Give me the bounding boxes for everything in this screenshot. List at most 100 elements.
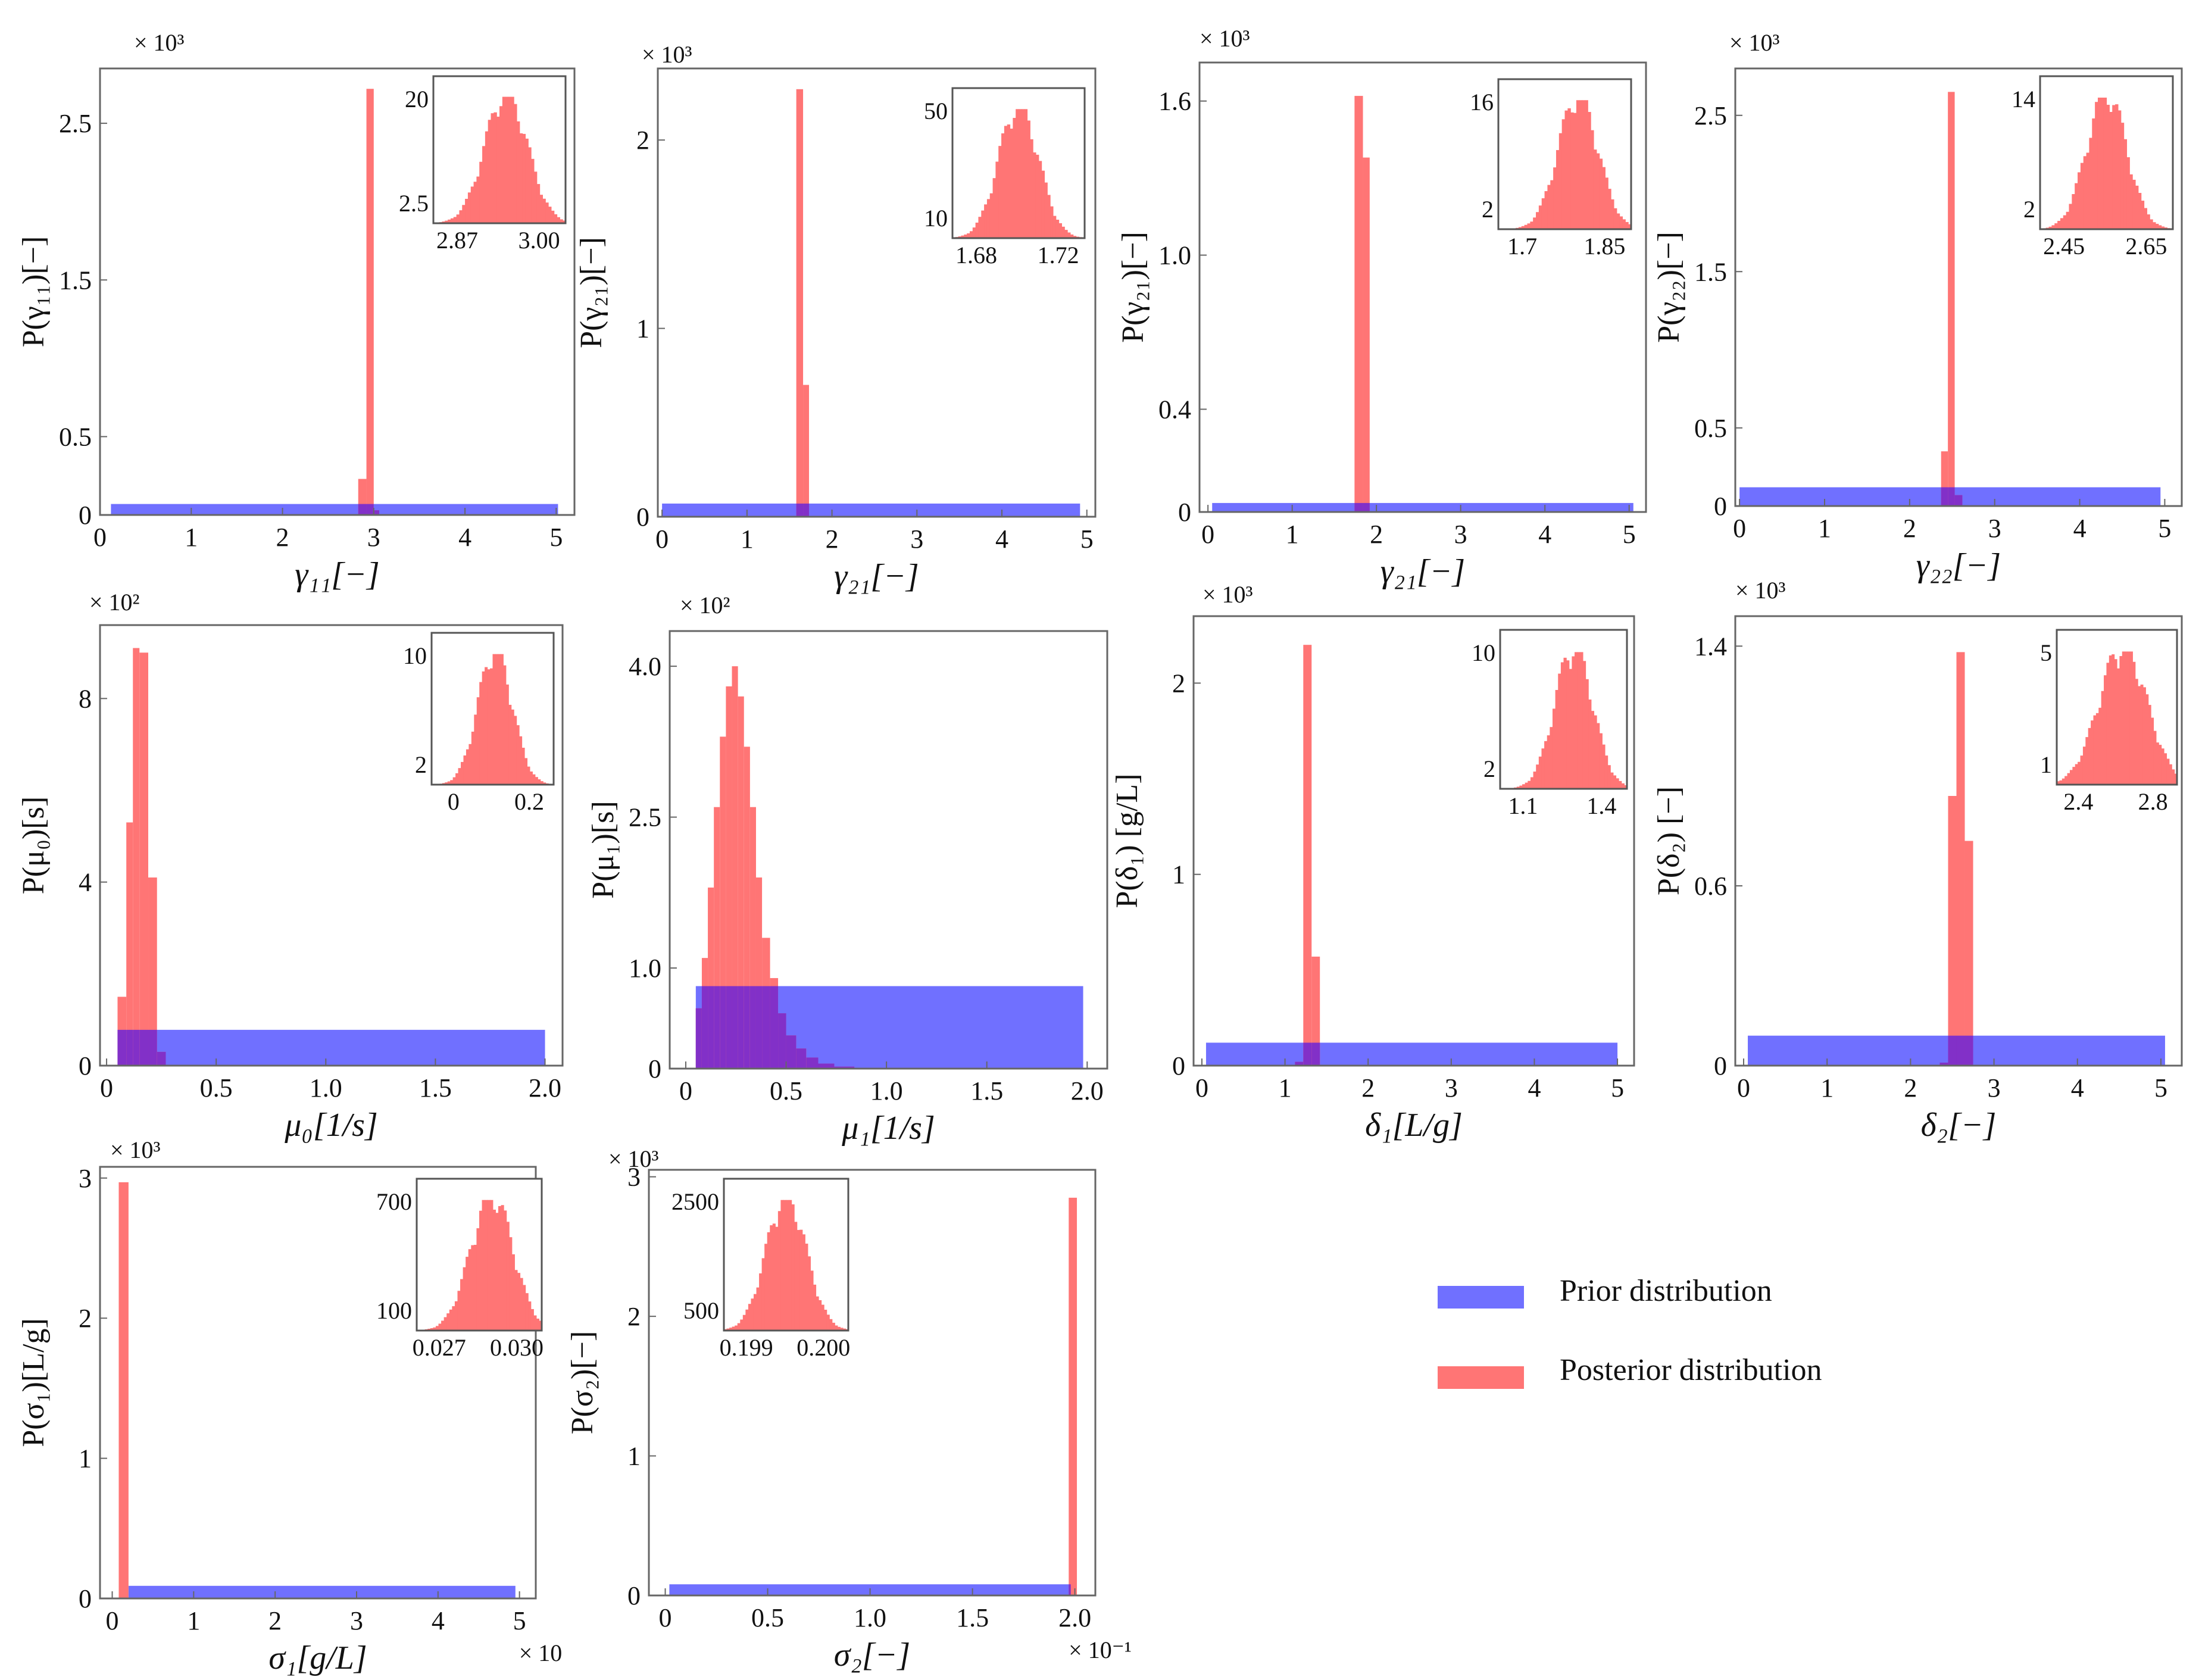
inset-bar: [525, 138, 529, 223]
x-tick-label: 2.0: [1058, 1603, 1091, 1632]
inset-bar: [802, 1234, 805, 1331]
y-tick-label: 2: [1172, 669, 1185, 698]
overlap-bar: [148, 1029, 157, 1066]
inset-bar: [2092, 118, 2095, 229]
inset-bar: [514, 716, 517, 785]
inset-bar: [972, 227, 976, 238]
inset-bar: [1572, 656, 1575, 789]
inset-bar: [531, 158, 535, 223]
inset-bar: [783, 1200, 787, 1331]
x-tick-label: 1.0: [854, 1603, 886, 1632]
panel-p9: 0 1 2 3 4 5 0 1 2 3 σ₁[g/L] P(σ₁)[L/g] × 10³ × 10 700 1…: [17, 1136, 562, 1676]
inset-bar: [2106, 105, 2110, 229]
y-tick-label: 3: [79, 1164, 92, 1193]
y-multiplier: × 10³: [134, 29, 185, 56]
inset-bar: [492, 1209, 496, 1331]
inset-bar: [458, 768, 461, 785]
inset-bar: [2161, 748, 2164, 785]
inset-bar: [482, 146, 486, 223]
x-axis-label: γ₂₁[−]: [834, 558, 919, 595]
x-tick-label: 4: [1538, 520, 1551, 549]
inset-bar: [548, 207, 552, 223]
inset-bar: [805, 1244, 808, 1331]
panel-p6: 0 0.5 1.0 1.5 2.0 0 1.0 2.5 4.0 μ₁[1/s] P(μ₁)[s] × …: [586, 592, 1108, 1147]
inset-bar: [508, 96, 511, 223]
y-axis-label: P(γ₂₂)[−]: [1652, 232, 1686, 343]
inset-bar: [557, 217, 560, 223]
inset-bar: [535, 777, 538, 785]
inset-bar: [2064, 776, 2068, 785]
inset-bar: [2174, 773, 2178, 785]
inset-bar: [786, 1200, 789, 1331]
inset-bar: [2069, 204, 2072, 229]
inset-bar: [1067, 232, 1071, 238]
overlap-bar: [157, 1051, 166, 1066]
overlap-bar: [358, 504, 367, 515]
inset-bar: [2125, 651, 2128, 785]
inset-bar: [502, 96, 506, 223]
inset-bar: [1585, 100, 1588, 229]
inset-bar: [2062, 778, 2065, 785]
x-tick-label: 3: [1445, 1073, 1458, 1103]
y-tick-label: 0: [1714, 1051, 1727, 1081]
overlap-bar: [1939, 1062, 1948, 1066]
y-tick-label: 1: [79, 1444, 92, 1473]
inset-bar: [468, 744, 472, 785]
inset-bar: [509, 1237, 513, 1331]
x-tick-label: 1.5: [419, 1073, 452, 1103]
inset-bar: [1591, 711, 1595, 789]
panel-p7: 0 1 2 3 4 5 0 1 2 δ₁[L/g] P(δ₁) [g/L] × 10³ 10 2 1.1 1.…: [1110, 581, 1635, 1144]
y-tick-label: 0: [1172, 1051, 1185, 1081]
inset-bar: [1558, 673, 1561, 789]
inset-bar: [473, 182, 477, 223]
inset-bar: [2106, 663, 2110, 785]
y-axis-label: P(γ₂₁)[−]: [1116, 232, 1150, 343]
inset-bar: [468, 1249, 471, 1331]
x-tick-label: 3: [910, 524, 923, 554]
overlap-bar: [818, 1063, 835, 1069]
overlap-bar: [796, 503, 804, 517]
inset-bar: [522, 133, 526, 223]
y-tick-label: 0: [636, 502, 649, 532]
inset-bar: [1544, 741, 1548, 789]
inset-bar: [2097, 97, 2101, 229]
inset-bar: [770, 1225, 773, 1331]
inset-bar: [2098, 707, 2102, 785]
inset-y-tick-label: 2: [415, 751, 427, 778]
inset-bar: [2138, 193, 2142, 229]
inset-bar: [2100, 97, 2104, 229]
inset-bar: [794, 1222, 798, 1331]
inset-bar: [1525, 782, 1528, 789]
inset-bar: [463, 1267, 466, 1331]
x-tick-label: 0: [655, 524, 669, 554]
inset-bar: [737, 1323, 741, 1331]
inset-bar: [1613, 208, 1617, 229]
inset-bar: [435, 1326, 439, 1331]
inset-bar: [443, 1317, 447, 1331]
inset-bar: [1007, 124, 1011, 238]
inset-bar: [2109, 655, 2112, 785]
inset-bar: [2145, 694, 2149, 785]
inset-y-tick-label: 100: [376, 1297, 412, 1324]
inset-bar: [772, 1223, 776, 1331]
inset-bar: [1594, 715, 1597, 789]
inset-bar: [479, 1210, 483, 1331]
inset-bar: [2089, 138, 2092, 229]
overlap-bar: [726, 986, 732, 1069]
prior-bar: [1205, 1042, 1618, 1066]
y-tick-label: 2.5: [629, 803, 661, 832]
y-axis-label: P(δ₁) [g/L]: [1110, 773, 1144, 908]
y-tick-label: 2: [79, 1304, 92, 1333]
inset-y-tick-label: 700: [376, 1188, 412, 1215]
inset-bar: [2066, 211, 2070, 229]
inset-bar: [501, 1205, 504, 1331]
inset-bar: [2153, 730, 2157, 785]
y-tick-label: 0.4: [1158, 395, 1191, 424]
legend-posterior-label: Posterior distribution: [1560, 1353, 1822, 1387]
posterior-bar: [755, 877, 763, 1069]
inset-bar: [453, 217, 457, 223]
inset-bar: [1556, 150, 1560, 229]
x-tick-label: 2: [276, 523, 289, 552]
inset-bar: [1625, 221, 1629, 229]
inset-bar: [2144, 208, 2147, 229]
